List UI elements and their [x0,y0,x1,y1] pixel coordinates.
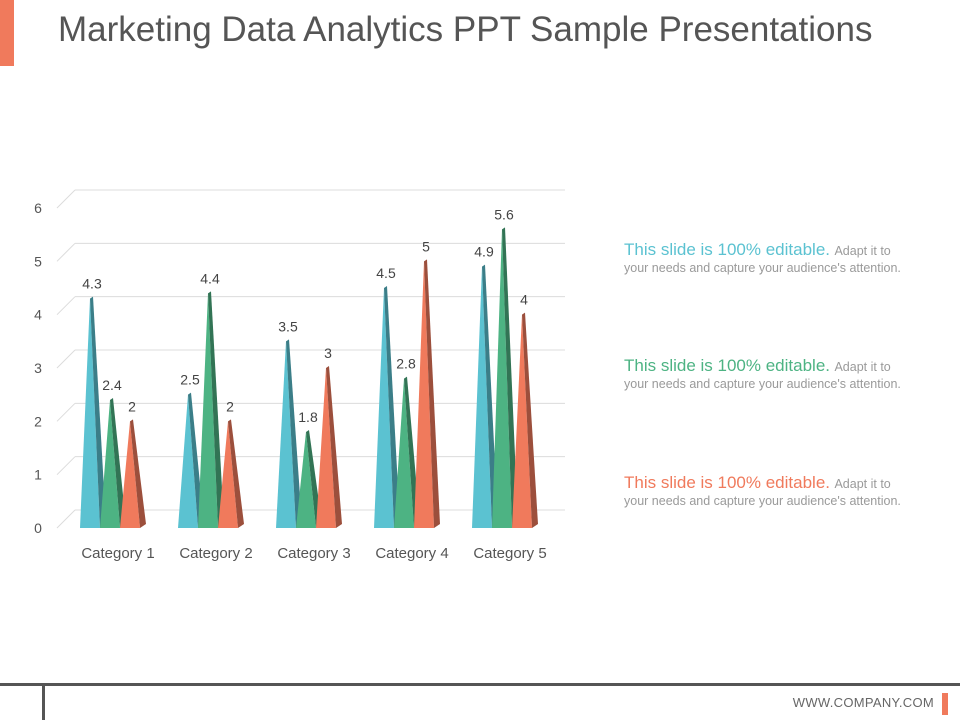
footer-divider [0,683,960,686]
data-label: 2 [226,398,234,414]
x-tick-label: Category 3 [277,545,350,562]
bar-3-side [228,419,244,528]
data-label: 4.3 [82,276,102,292]
page-title: Marketing Data Analytics PPT Sample Pres… [58,10,873,49]
bar-3-front [120,421,140,528]
note-1-heading: This slide is 100% editable. [624,240,831,259]
x-tick-label: Category 1 [81,545,154,562]
y-tick-label: 2 [34,413,42,429]
bar-2-side [208,291,224,528]
data-label: 4 [520,292,528,308]
bar-2-side [502,227,518,529]
bar-2-front [198,293,218,528]
bar-3-front [512,314,532,528]
bar-3-side [326,366,342,528]
bar-3-front [218,421,238,528]
data-label: 1.8 [298,409,318,425]
note-2: This slide is 100% editable. Adapt it to… [624,356,944,393]
bar-2-front [296,432,316,528]
bar-3-side [130,419,146,528]
y-tick-label: 3 [34,360,42,376]
data-label: 2.5 [180,372,200,388]
data-label: 3.5 [278,318,298,334]
bar-1-front [276,341,296,528]
data-label: 2.8 [396,356,416,372]
bar-2-front [394,378,414,528]
bar-chart: 0 1 2 3 4 5 6 4.3 2.4 2 Category 1 2.5 4.4 2 Category … [34,189,565,562]
y-tick-label: 4 [34,307,42,323]
bar-1-side [286,339,302,528]
bar-2-front [100,400,120,528]
x-tick-label: Category 2 [179,545,252,562]
gridline-slant [56,349,76,369]
bar-3-side [424,259,440,528]
footer-url: WWW.COMPANY.COM [792,695,934,710]
bar-3-front [414,261,434,528]
note-1-body-first: Adapt it to [834,244,891,258]
gridline-slant [56,242,76,262]
bar-1-front [374,288,394,528]
data-label: 2.4 [102,377,122,393]
y-tick-label: 0 [34,520,42,536]
y-tick-label: 6 [34,200,42,216]
bar-3-side [522,312,538,528]
y-tick-label: 1 [34,467,42,483]
data-label: 3 [324,345,332,361]
gridline-slant [56,296,76,316]
bar-2-front [492,229,512,529]
bar-1-side [482,264,498,528]
bar-1-front [178,394,198,528]
gridline-slant [56,402,76,422]
note-1-body-second: your needs and capture your audience's a… [624,261,901,275]
note-2-body-second: your needs and capture your audience's a… [624,377,901,391]
data-label: 5.6 [494,206,514,222]
y-tick-label: 5 [34,253,42,269]
note-3-heading: This slide is 100% editable. [624,473,831,492]
bar-3-front [316,368,336,528]
data-label: 5 [422,238,430,254]
note-3-body-first: Adapt it to [834,477,891,491]
note-2-body-first: Adapt it to [834,360,891,374]
note-3: This slide is 100% editable. Adapt it to… [624,473,944,510]
bar-2-side [110,398,126,528]
note-3-body-second: your needs and capture your audience's a… [624,494,901,508]
note-2-heading: This slide is 100% editable. [624,356,831,375]
bar-1-front [80,298,100,528]
data-label: 4.4 [200,270,220,286]
data-label: 4.9 [474,244,494,260]
data-label: 2 [128,398,136,414]
note-1: This slide is 100% editable. Adapt it to… [624,240,944,277]
bar-1-side [384,286,400,528]
data-label: 4.5 [376,265,396,281]
gridline-slant [56,456,76,476]
bar-1-front [472,266,492,528]
bar-1-side [90,296,106,528]
title-accent-bar [0,0,14,66]
x-tick-label: Category 5 [473,545,546,562]
x-tick-label: Category 4 [375,545,448,562]
footer-tick [42,686,45,720]
footer-accent-bar [942,693,948,715]
gridline-slant [56,509,76,529]
gridline-slant [56,189,76,209]
